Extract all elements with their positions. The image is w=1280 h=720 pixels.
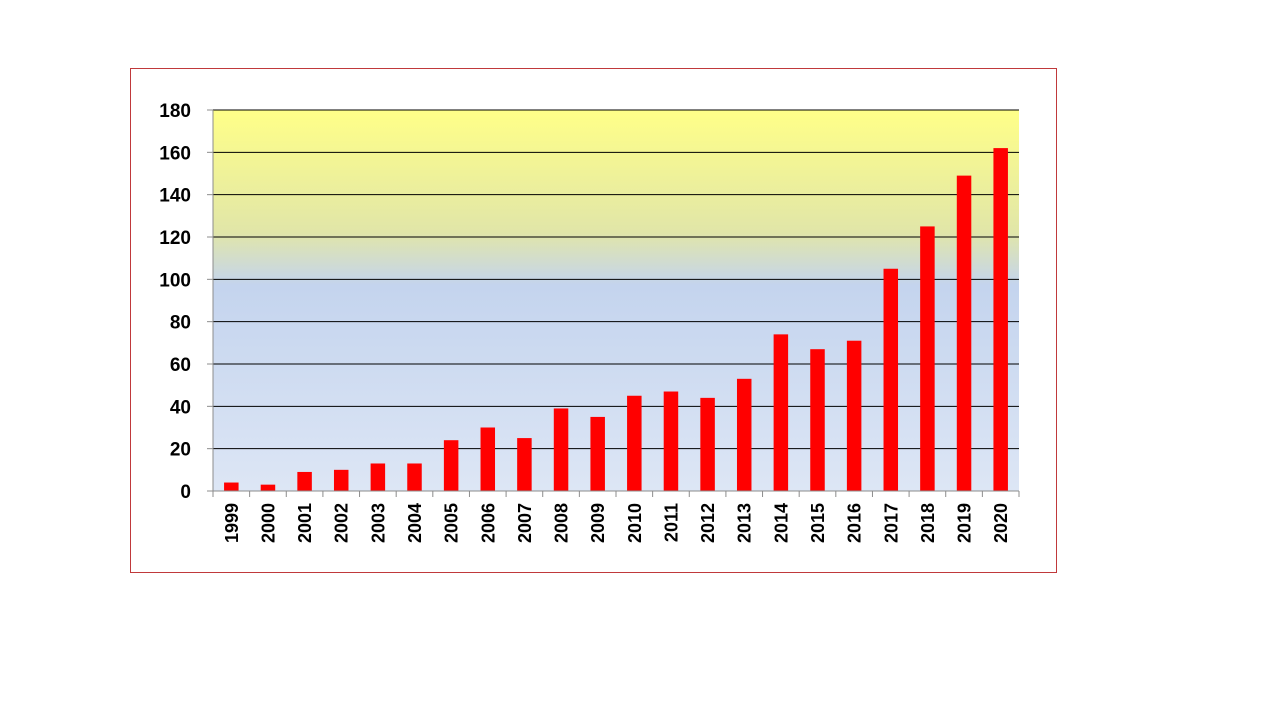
x-tick-label-2000: 2000 xyxy=(258,503,278,543)
x-tick-label-2013: 2013 xyxy=(735,503,755,543)
x-tick-label-2014: 2014 xyxy=(771,503,791,543)
bar-2012 xyxy=(700,397,715,491)
x-tick-label-2003: 2003 xyxy=(368,503,388,543)
x-tick-label-2009: 2009 xyxy=(588,503,608,543)
gridlines xyxy=(213,109,1019,450)
y-tick-label-160: 160 xyxy=(159,143,191,164)
bar-2005 xyxy=(443,440,459,491)
chart-frame: 0 20 40 60 80 100 120 140 160 180 1999 2000 2001 200… xyxy=(130,68,1057,573)
y-tick-label-100: 100 xyxy=(159,270,191,291)
x-tick-label-2019: 2019 xyxy=(955,503,975,543)
bar-2010 xyxy=(627,395,642,491)
x-tick-label-2002: 2002 xyxy=(332,503,352,543)
x-tick-label-2008: 2008 xyxy=(552,503,572,543)
y-tick-label-0: 0 xyxy=(180,482,191,503)
bar-2009 xyxy=(590,416,605,491)
y-tick-label-180: 180 xyxy=(159,101,191,122)
bar-2019 xyxy=(956,175,972,491)
x-tick-label-2018: 2018 xyxy=(918,503,938,543)
y-tick-label-120: 120 xyxy=(159,228,191,249)
x-tick-label-2001: 2001 xyxy=(295,503,315,543)
y-tick-label-40: 40 xyxy=(170,397,191,418)
x-tick-label-2015: 2015 xyxy=(808,503,828,543)
bar-chart: 0 20 40 60 80 100 120 140 160 180 1999 2000 2001 200… xyxy=(159,101,1020,543)
bar-2014 xyxy=(773,334,789,491)
bar-2020 xyxy=(993,148,1008,491)
x-tick-label-2012: 2012 xyxy=(698,503,718,543)
y-tick-label-60: 60 xyxy=(170,355,191,376)
bar-2008 xyxy=(553,408,569,491)
x-axis-tick-labels: 1999 2000 2001 2002 2003 2004 2005 2006 2007 2008… xyxy=(222,503,1011,543)
x-tick-label-2010: 2010 xyxy=(625,503,645,543)
bar-2003 xyxy=(370,463,386,491)
y-axis-tick-labels: 0 20 40 60 80 100 120 140 160 180 xyxy=(159,101,191,503)
x-tick-label-2005: 2005 xyxy=(442,503,462,543)
bar-2018 xyxy=(920,226,935,491)
x-tick-label-2017: 2017 xyxy=(881,503,901,543)
x-tick-label-2011: 2011 xyxy=(661,503,681,542)
x-tick-label-1999: 1999 xyxy=(222,503,242,543)
bar-2004 xyxy=(407,463,422,491)
x-tick-label-2006: 2006 xyxy=(478,503,498,543)
bar-1999 xyxy=(224,482,239,491)
bar-2017 xyxy=(883,268,899,491)
bar-2013 xyxy=(736,378,752,491)
plot-area xyxy=(213,110,1019,491)
bar-2006 xyxy=(480,427,496,491)
bar-2016 xyxy=(846,340,862,491)
bars xyxy=(224,148,1008,491)
axes xyxy=(207,109,1020,497)
y-tick-label-20: 20 xyxy=(170,440,191,461)
bar-2002 xyxy=(333,469,349,491)
x-tick-label-2004: 2004 xyxy=(405,503,425,543)
y-tick-label-140: 140 xyxy=(159,186,191,207)
x-tick-label-2007: 2007 xyxy=(515,503,535,543)
bar-2015 xyxy=(810,349,825,491)
bar-2007 xyxy=(517,438,532,491)
y-tick-label-80: 80 xyxy=(170,313,191,334)
x-tick-label-2016: 2016 xyxy=(845,503,865,543)
x-tick-label-2020: 2020 xyxy=(991,503,1011,543)
bar-2011 xyxy=(663,391,679,491)
bar-2001 xyxy=(297,471,312,491)
bar-2000 xyxy=(260,484,276,491)
